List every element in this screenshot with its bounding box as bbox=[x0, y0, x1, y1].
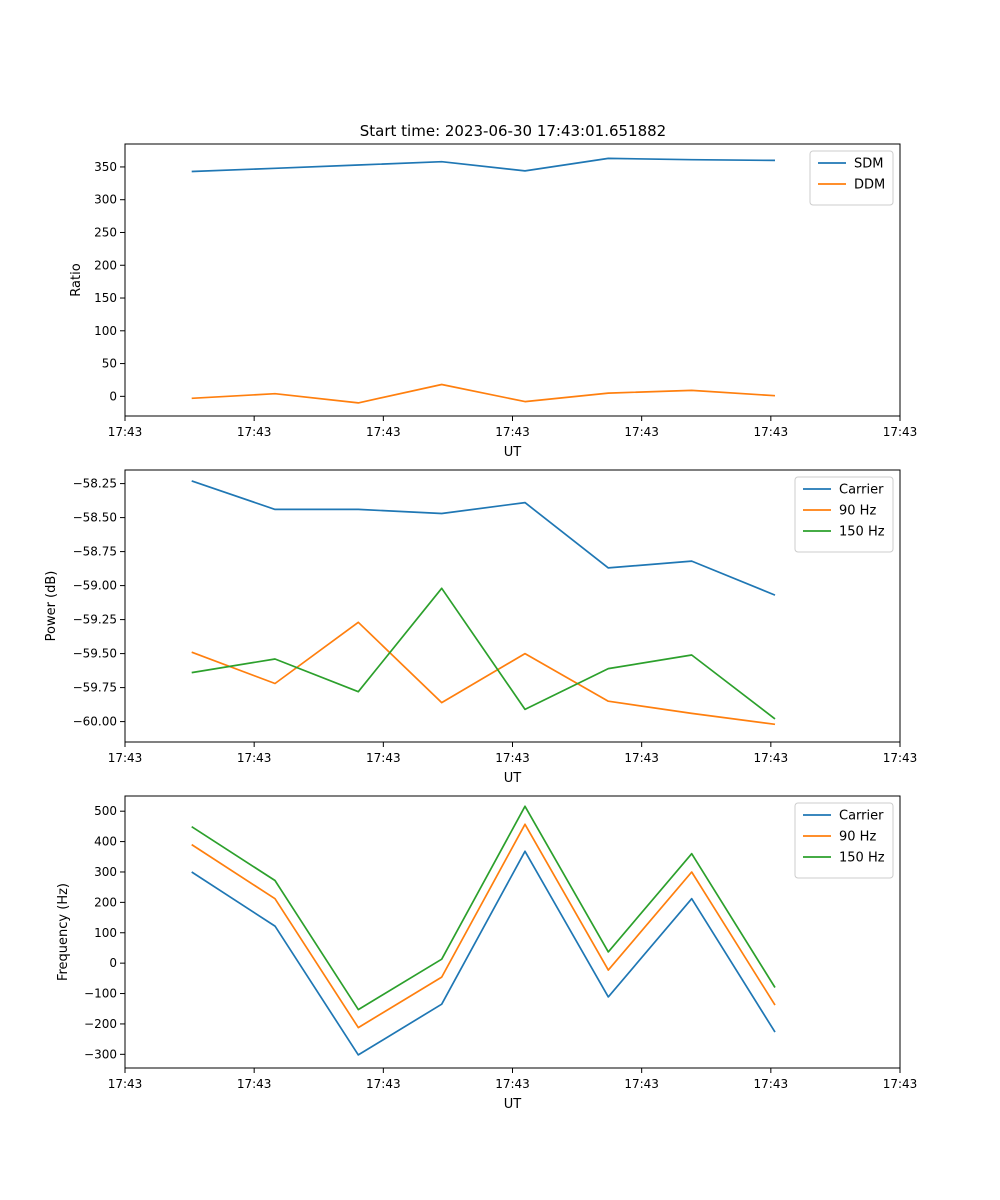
series-line-sdm bbox=[191, 157, 776, 173]
y-tick-label: 400 bbox=[94, 835, 117, 849]
x-tick-label: 17:43 bbox=[754, 425, 789, 439]
x-axis-label: UT bbox=[504, 771, 522, 786]
x-tick-label: 17:43 bbox=[495, 1077, 530, 1091]
x-tick-label: 17:43 bbox=[237, 425, 272, 439]
x-tick-label: 17:43 bbox=[883, 425, 918, 439]
chart-panels: 17:43 17:43 17:43 17:43 17:43 17:43 17:43 0 50 10… bbox=[44, 143, 918, 1112]
legend-box bbox=[794, 476, 894, 553]
y-tick-label: −100 bbox=[84, 987, 117, 1001]
series-line-ddm bbox=[191, 383, 776, 404]
y-tick-label: 500 bbox=[94, 804, 117, 818]
x-tick-label: 17:43 bbox=[366, 425, 401, 439]
legend: SDM DDM bbox=[809, 150, 894, 206]
y-tick-label: −300 bbox=[84, 1047, 117, 1061]
y-tick-label: 100 bbox=[94, 926, 117, 940]
legend: Carrier 90 Hz 150 Hz bbox=[794, 476, 894, 553]
x-tick-label: 17:43 bbox=[237, 751, 272, 765]
x-tick-label: 17:43 bbox=[108, 1077, 143, 1091]
y-axis-label: Ratio bbox=[69, 263, 84, 296]
y-tick-label: 0 bbox=[109, 956, 117, 970]
y-tick-label: −60.00 bbox=[73, 715, 117, 729]
x-tick-label: 17:43 bbox=[624, 425, 659, 439]
y-tick-label: 150 bbox=[94, 291, 117, 305]
y-axis-label: Frequency (Hz) bbox=[56, 883, 71, 981]
legend-entry: Carrier bbox=[839, 483, 884, 498]
x-tick-label: 17:43 bbox=[754, 751, 789, 765]
y-tick-label: 350 bbox=[94, 160, 117, 174]
legend-entry: Carrier bbox=[839, 809, 884, 824]
series-line-carrier bbox=[191, 850, 776, 1056]
plot-frame bbox=[124, 469, 901, 743]
y-tick-label: −200 bbox=[84, 1017, 117, 1031]
y-tick-label: 200 bbox=[94, 895, 117, 909]
legend-box bbox=[794, 802, 894, 879]
x-tick-label: 17:43 bbox=[754, 1077, 789, 1091]
legend-entry: 150 Hz bbox=[839, 851, 885, 866]
y-tick-label: 200 bbox=[94, 258, 117, 272]
chart-panel-3: 17:43 17:43 17:43 17:43 17:43 17:43 17:43 −300 −… bbox=[56, 795, 918, 1112]
legend-entry: DDM bbox=[854, 178, 885, 193]
x-tick-label: 17:43 bbox=[108, 751, 143, 765]
series-line-150-hz bbox=[191, 805, 776, 1011]
y-tick-label: −58.50 bbox=[73, 511, 117, 525]
y-tick-label: −59.75 bbox=[73, 681, 117, 695]
y-tick-label: 100 bbox=[94, 324, 117, 338]
y-tick-label: 50 bbox=[102, 357, 117, 371]
y-tick-label: 250 bbox=[94, 225, 117, 239]
figure-title: Start time: 2023-06-30 17:43:01.651882 bbox=[360, 122, 666, 140]
series-line-90-hz bbox=[191, 823, 776, 1029]
x-tick-label: 17:43 bbox=[237, 1077, 272, 1091]
plot-frame bbox=[124, 795, 901, 1069]
y-tick-label: −59.25 bbox=[73, 613, 117, 627]
y-tick-label: −59.50 bbox=[73, 647, 117, 661]
legend-entry: 90 Hz bbox=[839, 830, 876, 845]
x-tick-label: 17:43 bbox=[883, 751, 918, 765]
x-tick-label: 17:43 bbox=[495, 751, 530, 765]
x-tick-label: 17:43 bbox=[366, 751, 401, 765]
legend-entry: SDM bbox=[854, 157, 883, 172]
series-line-carrier bbox=[191, 480, 776, 596]
x-tick-label: 17:43 bbox=[108, 425, 143, 439]
chart-panel-1: 17:43 17:43 17:43 17:43 17:43 17:43 17:43 0 50 10… bbox=[69, 143, 918, 460]
x-axis-label: UT bbox=[504, 1097, 522, 1112]
legend-entry: 150 Hz bbox=[839, 525, 885, 540]
y-tick-label: −59.00 bbox=[73, 579, 117, 593]
plot-frame bbox=[124, 143, 901, 417]
legend-box bbox=[809, 150, 894, 206]
y-tick-label: −58.75 bbox=[73, 545, 117, 559]
series-line-90-hz bbox=[191, 621, 776, 726]
x-tick-label: 17:43 bbox=[624, 1077, 659, 1091]
x-axis-label: UT bbox=[504, 445, 522, 460]
legend: Carrier 90 Hz 150 Hz bbox=[794, 802, 894, 879]
y-tick-label: 300 bbox=[94, 865, 117, 879]
x-tick-label: 17:43 bbox=[883, 1077, 918, 1091]
chart-panel-2: 17:43 17:43 17:43 17:43 17:43 17:43 17:43 −60.0… bbox=[44, 469, 918, 786]
x-tick-label: 17:43 bbox=[495, 425, 530, 439]
y-axis-label: Power (dB) bbox=[44, 571, 59, 642]
y-tick-label: −58.25 bbox=[73, 477, 117, 491]
y-tick-label: 0 bbox=[109, 389, 117, 403]
legend-entry: 90 Hz bbox=[839, 504, 876, 519]
x-tick-label: 17:43 bbox=[624, 751, 659, 765]
y-tick-label: 300 bbox=[94, 193, 117, 207]
x-tick-label: 17:43 bbox=[366, 1077, 401, 1091]
series-line-150-hz bbox=[191, 587, 776, 720]
